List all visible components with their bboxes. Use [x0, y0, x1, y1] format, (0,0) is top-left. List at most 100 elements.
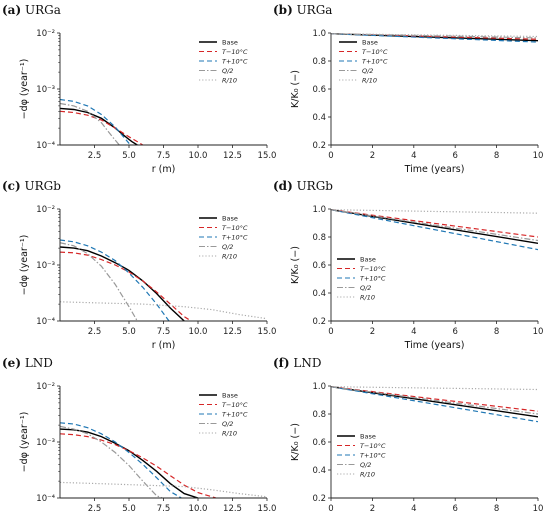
legend-entry: Q/2 [222, 243, 233, 251]
series-line-1 [60, 110, 144, 145]
x-tick-label: 5.0 [122, 504, 136, 514]
legend-entry: T−10°C [222, 48, 248, 56]
series-line-2 [331, 386, 538, 423]
x-axis-label: r (m) [152, 340, 176, 351]
panel-name: LND [290, 356, 322, 370]
x-tick-label: 2.5 [88, 327, 102, 337]
y-axis-label: K/K₀ (−) [290, 423, 301, 461]
y-tick-label: 0.4 [312, 289, 326, 299]
legend-entry: Base [362, 38, 378, 46]
x-tick-label: 4 [411, 151, 416, 161]
x-tick-label: 8 [494, 327, 499, 337]
series-line-2 [60, 422, 182, 498]
panel-c: (c) URGb 2.5 5.0 7.5 10.0 12.5 15.0 10⁻⁴ 10⁻³ 10⁻… [2, 179, 276, 351]
x-tick-label: 2 [370, 504, 375, 514]
legend-entry: R/10 [360, 470, 375, 478]
series-line-3 [331, 33, 538, 39]
x-tick-label: 15.0 [258, 504, 277, 514]
panel-title: (a) URGa [2, 3, 61, 17]
x-tick-label: 12.5 [223, 327, 242, 337]
legend: Base T−10°CT+10°C Q/2R/10 [199, 391, 248, 437]
x-tick-label: 15.0 [258, 327, 277, 337]
legend-entry: R/10 [222, 76, 237, 84]
legend-entry: Q/2 [222, 67, 233, 75]
panel-title: (c) URGb [2, 179, 61, 193]
series-line-0 [60, 246, 185, 321]
y-axis-label: K/K₀ (−) [290, 246, 301, 284]
y-axis-label: −dφ (year⁻¹) [19, 59, 30, 120]
x-tick-label: 6 [452, 151, 457, 161]
y-tick-label: 0.2 [312, 494, 326, 504]
y-tick-label: 1.0 [312, 205, 326, 215]
y-tick-label: 1.0 [312, 382, 326, 392]
panel-e: (e) LND 2.5 5.0 7.5 10.0 12.5 15.0 10⁻⁴ 10⁻³ 10⁻²… [2, 356, 276, 514]
x-tick-label: 0 [328, 151, 333, 161]
series-line-2 [60, 98, 131, 145]
series-line-0 [60, 107, 138, 145]
series-line-4 [60, 481, 267, 498]
series-line-3 [331, 386, 538, 415]
panel-d: (d) URGb 0 2 4 6 8 10 0.2 0.4 0.6 0.8 1.0 Time (year… [273, 179, 543, 351]
x-tick-label: 10 [533, 151, 544, 161]
y-tick-label: 10⁻² [36, 382, 55, 392]
x-tick-label: 2.5 [88, 151, 102, 161]
legend-entry: Q/2 [362, 67, 373, 75]
x-tick-label: 6 [452, 327, 457, 337]
y-tick-label: 0.8 [312, 410, 326, 420]
panel-label: (a) [2, 3, 21, 17]
y-tick-label: 0.8 [312, 57, 326, 67]
legend-entry: R/10 [360, 293, 375, 301]
legend-entry: Base [222, 38, 238, 46]
panel-a: (a) URGa 2.5 5.0 7.5 10.0 12.5 15.0 10⁻⁴ 10⁻³ 10⁻… [2, 3, 276, 175]
legend-entry: T−10°C [222, 401, 248, 409]
legend-entry: Q/2 [222, 420, 233, 428]
panel-b: (b) URGa 0 2 4 6 8 10 0.2 0.4 0.6 0.8 1.0 Time (year… [273, 3, 543, 175]
series-line-2 [331, 209, 538, 251]
panel-name: URGa [293, 3, 333, 17]
x-tick-label: 12.5 [223, 504, 242, 514]
legend-entry: T+10°C [362, 57, 388, 65]
y-tick-label: 0.4 [312, 113, 326, 123]
legend-entry: T−10°C [362, 48, 388, 56]
x-tick-label: 0 [328, 327, 333, 337]
y-tick-label: 10⁻² [36, 29, 55, 39]
legend-entry: Q/2 [360, 461, 371, 469]
series-line-4 [60, 301, 267, 320]
x-tick-label: 2 [370, 151, 375, 161]
x-tick-label: 10.0 [189, 327, 208, 337]
y-tick-label: 0.6 [312, 438, 326, 448]
legend-entry: Base [222, 214, 238, 222]
x-tick-label: 5.0 [122, 327, 136, 337]
legend: Base T−10°CT+10°C Q/2R/10 [337, 432, 386, 478]
y-tick-label: 0.2 [312, 317, 326, 327]
panel-label: (c) [2, 179, 21, 193]
panel-title: (f) LND [273, 356, 321, 370]
series-line-1 [60, 251, 192, 321]
x-tick-label: 5.0 [122, 151, 136, 161]
x-tick-label: 2 [370, 327, 375, 337]
legend-entry: T+10°C [360, 451, 386, 459]
panel-label: (f) [273, 356, 290, 370]
panel-label: (b) [273, 3, 293, 17]
x-tick-label: 6 [452, 504, 457, 514]
y-tick-label: 0.6 [312, 261, 326, 271]
legend-entry: T+10°C [360, 274, 386, 282]
legend-entry: Q/2 [360, 284, 371, 292]
series-line-3 [60, 102, 120, 145]
x-tick-label: 10 [533, 327, 544, 337]
x-tick-label: 10.0 [189, 151, 208, 161]
series-line-1 [60, 433, 217, 498]
legend-entry: R/10 [222, 429, 237, 437]
panel-title: (e) LND [2, 356, 53, 370]
y-tick-label: 1.0 [312, 29, 326, 39]
legend-entry: Base [360, 432, 376, 440]
y-tick-label: 10⁻⁴ [36, 141, 55, 151]
series-line-3 [60, 242, 138, 321]
y-tick-label: 0.2 [312, 141, 326, 151]
x-tick-label: 7.5 [157, 151, 171, 161]
x-tick-label: 2.5 [88, 504, 102, 514]
y-tick-label: 10⁻³ [36, 85, 55, 95]
legend-entry: R/10 [362, 76, 377, 84]
